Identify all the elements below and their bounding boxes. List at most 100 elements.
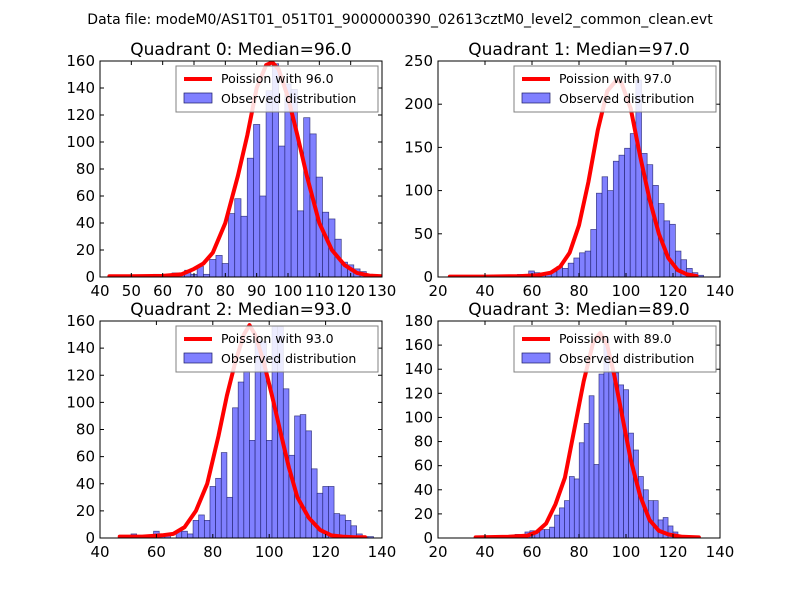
- panel-title: Quadrant 3: Median=89.0: [468, 300, 690, 320]
- x-tick-label: 80: [569, 282, 588, 300]
- histogram-bar: [215, 255, 223, 277]
- x-tick-label: 120: [311, 543, 340, 561]
- y-tick-label: 0: [423, 529, 433, 547]
- histogram-bar: [181, 530, 188, 538]
- legend-label-observed: Observed distribution: [559, 91, 694, 106]
- histogram-bar: [569, 476, 575, 538]
- histogram-bar: [243, 370, 250, 538]
- x-tick-label: 20: [428, 282, 447, 300]
- y-tick-label: 40: [76, 214, 95, 232]
- histogram-bar: [266, 440, 273, 538]
- x-tick-label: 140: [706, 543, 735, 561]
- y-tick-label: 100: [66, 393, 95, 411]
- histogram-bar: [579, 252, 586, 277]
- histogram-bar: [669, 223, 676, 277]
- legend-label-observed: Observed distribution: [221, 351, 356, 366]
- panel-title: Quadrant 1: Median=97.0: [468, 40, 690, 60]
- legend-label-observed: Observed distribution: [221, 91, 356, 106]
- legend: Poission with 93.0 Observed distribution: [175, 325, 379, 373]
- histogram-bar: [209, 486, 216, 538]
- histogram-bar: [607, 190, 614, 277]
- y-tick-label: 20: [414, 505, 433, 523]
- x-tick-label: 100: [255, 543, 284, 561]
- y-tick-label: 0: [85, 268, 95, 286]
- legend-label-poisson: Poission with 96.0: [221, 71, 334, 86]
- x-tick-label: 40: [90, 543, 109, 561]
- histogram-bar: [187, 533, 194, 538]
- x-tick-label: 140: [706, 282, 735, 300]
- histogram-bar: [246, 157, 254, 277]
- histogram-bar: [612, 160, 620, 277]
- histogram-bar: [554, 514, 560, 538]
- y-tick-label: 0: [423, 268, 433, 286]
- poisson-curve: [107, 61, 382, 277]
- y-tick-label: 50: [414, 225, 433, 243]
- x-tick-label: 20: [428, 543, 447, 561]
- y-tick-label: 80: [414, 433, 433, 451]
- legend-bar-swatch: [521, 92, 551, 104]
- y-tick-label: 160: [66, 52, 95, 70]
- x-tick-label: 80: [216, 282, 235, 300]
- x-tick-label: 110: [305, 282, 334, 300]
- suptitle: Data file: modeM0/AS1T01_051T01_90000003…: [87, 12, 713, 28]
- histogram-bar: [350, 525, 357, 538]
- y-tick-label: 100: [404, 408, 433, 426]
- x-tick-label: 100: [274, 282, 303, 300]
- histogram-bar: [573, 478, 580, 538]
- legend-box: [175, 65, 379, 113]
- histogram-bar: [192, 520, 200, 538]
- panel-quadrant-3: Quadrant 3: Median=89.0 20 40 60 80 100 120 140…: [404, 300, 734, 561]
- legend-box: [513, 65, 717, 113]
- histogram-bar: [265, 90, 273, 277]
- y-tick-label: 100: [404, 182, 433, 200]
- y-tick-label: 100: [66, 133, 95, 151]
- x-tick-label: 40: [90, 282, 109, 300]
- x-tick-label: 80: [569, 543, 588, 561]
- x-tick-label: 130: [368, 282, 397, 300]
- histogram-bar: [278, 145, 286, 277]
- panel-quadrant-1: Quadrant 1: Median=97.0 20 40 60 80 100 120 140…: [404, 40, 734, 300]
- y-tick-label: 120: [404, 384, 433, 402]
- legend-label-poisson: Poission with 97.0: [559, 71, 672, 86]
- histogram-bar: [578, 442, 585, 538]
- histogram-bar: [253, 124, 261, 277]
- legend-bar-swatch: [521, 352, 551, 364]
- panel-quadrant-2: Quadrant 2: Median=93.0 40 60 80 100 120 140 0 2…: [66, 300, 396, 561]
- histogram-bar: [562, 268, 569, 277]
- histogram-bar: [226, 496, 233, 538]
- histogram-bar: [549, 526, 555, 538]
- x-tick-label: 100: [612, 282, 641, 300]
- histogram-bar: [232, 407, 239, 538]
- histogram-bar: [567, 262, 575, 277]
- y-tick-label: 150: [404, 138, 433, 156]
- histogram-bar: [608, 371, 615, 538]
- y-tick-label: 60: [414, 457, 433, 475]
- x-tick-label: 60: [522, 282, 541, 300]
- legend: Poission with 96.0 Observed distribution: [175, 65, 379, 113]
- y-tick-label: 60: [76, 448, 95, 466]
- panel-quadrant-0: Quadrant 0: Median=96.040 50 60 70 80 90 100 11…: [66, 40, 396, 300]
- panel-title: Quadrant 0: Median=96.0: [130, 40, 352, 60]
- histogram-bar: [629, 133, 637, 277]
- histogram-bar: [237, 381, 245, 538]
- histogram-bar: [618, 154, 625, 277]
- histogram-bar: [590, 229, 597, 277]
- x-tick-label: 60: [147, 543, 166, 561]
- histogram-bar: [559, 507, 565, 538]
- y-tick-label: 120: [66, 106, 95, 124]
- legend-box: [175, 325, 379, 373]
- histogram-bar: [249, 440, 256, 538]
- x-tick-label: 100: [612, 543, 641, 561]
- histogram-bar: [299, 414, 307, 538]
- x-tick-label: 120: [659, 282, 688, 300]
- panel-title: Quadrant 2: Median=93.0: [130, 300, 352, 320]
- legend-label-poisson: Poission with 89.0: [559, 331, 672, 346]
- histogram-bar: [564, 500, 570, 538]
- histogram-bar: [623, 389, 629, 538]
- histogram-bar: [215, 477, 222, 538]
- legend: Poission with 89.0 Observed distribution: [513, 325, 717, 373]
- y-tick-label: 140: [66, 79, 95, 97]
- histogram-bar: [583, 423, 590, 538]
- histogram-bar: [593, 464, 600, 538]
